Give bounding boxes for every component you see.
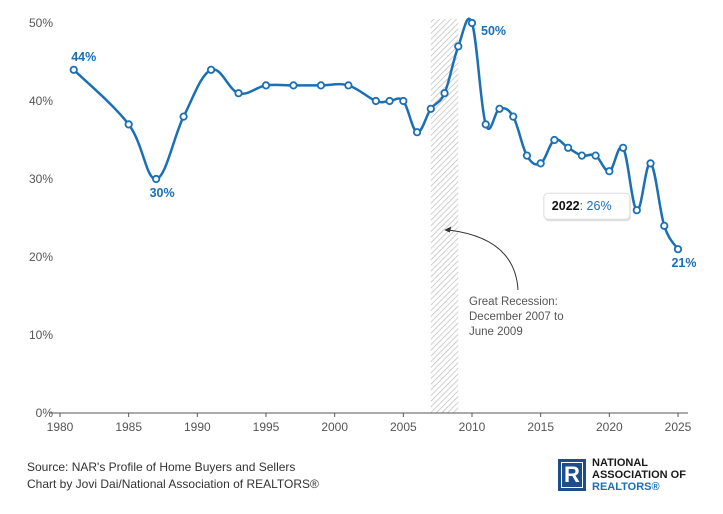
credit-note: Chart by Jovi Dai/National Association o… (27, 477, 319, 491)
line-chart: 1980 1985 1990 1995 2000 2005 2010 2015 2020 2025… (29, 16, 697, 434)
data-label: 50% (481, 24, 506, 38)
y-tick-label: 0% (36, 406, 54, 420)
data-point (399, 96, 408, 106)
x-tick-label: 1995 (253, 420, 280, 434)
logo-wordmark: NATIONAL ASSOCIATION OF REALTORS® (592, 457, 686, 493)
x-tick-label: 1990 (184, 420, 211, 434)
data-point (481, 120, 490, 129)
data-point (536, 159, 545, 168)
data-point (632, 206, 641, 215)
highlight-box (543, 192, 631, 220)
data-point (673, 245, 683, 254)
recession-band (430, 19, 459, 413)
data-point (412, 128, 422, 137)
data-point (426, 104, 435, 113)
y-tick-label: 10% (29, 328, 53, 342)
data-point (660, 221, 669, 230)
nar-logo: R NATIONAL ASSOCIATION OF REALTORS® (558, 457, 686, 493)
logo-line-2: ASSOCIATION OF (592, 469, 686, 481)
x-tick-label: 1980 (47, 420, 74, 434)
recession-arrow-line (448, 229, 519, 291)
data-point (605, 167, 614, 176)
data-point (454, 42, 463, 51)
recession-label-line: December 2007 to (469, 311, 564, 323)
data-label: 44% (71, 50, 96, 64)
data-point (467, 18, 477, 28)
y-tick-label: 40% (29, 94, 53, 108)
x-tick-label: 2025 (665, 420, 692, 434)
x-tick-label: 2010 (459, 420, 486, 434)
data-point (577, 151, 586, 160)
data-point (206, 65, 216, 74)
data-point (385, 96, 394, 106)
data-point (371, 96, 380, 106)
recession-label-line: Great Recession: (469, 296, 558, 308)
data-point (564, 143, 573, 152)
x-tick-label: 2020 (596, 420, 623, 434)
data-point (344, 81, 353, 90)
recession-label-line: June 2009 (469, 326, 523, 338)
data-point (591, 151, 600, 160)
x-tick-label: 2000 (321, 420, 348, 434)
data-point (261, 81, 271, 90)
data-label: 21% (671, 256, 696, 270)
logo-line-1: NATIONAL (592, 457, 649, 469)
y-tick-label: 30% (29, 172, 53, 186)
data-point (509, 112, 518, 121)
highlight-box-text: 2022: 26% (552, 199, 612, 213)
source-note: Source: NAR's Profile of Home Buyers and… (27, 460, 296, 474)
data-point (234, 89, 243, 98)
data-point (618, 143, 628, 152)
data-point (495, 104, 504, 113)
data-point (289, 81, 298, 90)
chart-footer: Source: NAR's Profile of Home Buyers and… (27, 459, 319, 493)
data-point (179, 112, 188, 121)
x-tick-label: 2005 (390, 420, 417, 434)
highlight-year: 2022 (552, 199, 580, 213)
data-point (124, 120, 133, 129)
data-label: 30% (150, 186, 175, 200)
data-point (440, 89, 449, 98)
data-point (152, 174, 161, 184)
logo-line-3: REALTORS® (592, 481, 660, 493)
data-point (316, 81, 326, 90)
recession-arrow-head (444, 226, 452, 233)
y-tick-label: 50% (29, 16, 53, 30)
realtor-r-logo-icon: R (558, 459, 586, 491)
y-tick-label: 20% (29, 250, 53, 264)
highlight-value: : 26% (580, 199, 612, 213)
data-point (550, 135, 559, 145)
x-tick-label: 1985 (115, 420, 142, 434)
data-point (646, 159, 655, 168)
x-tick-label: 2015 (527, 420, 554, 434)
data-point (69, 65, 78, 74)
data-point (522, 151, 532, 160)
